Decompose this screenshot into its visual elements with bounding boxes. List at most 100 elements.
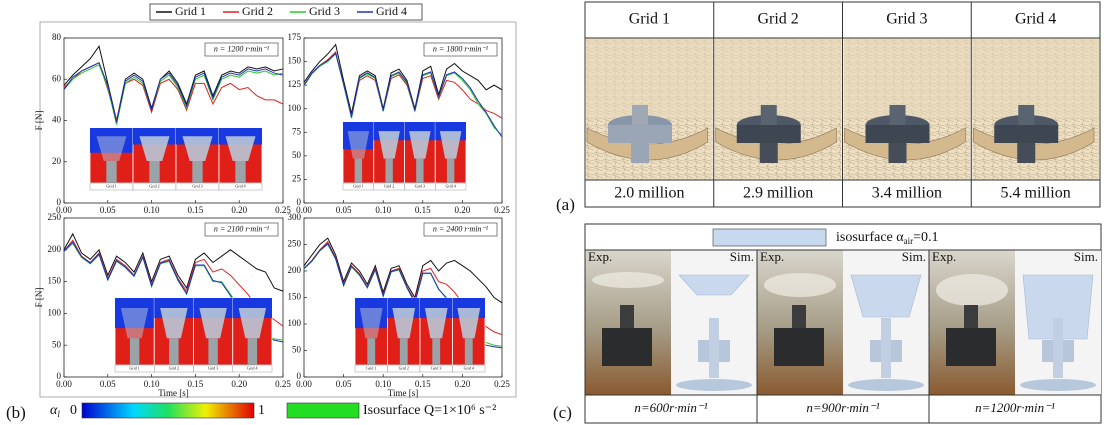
inset-shaft: [385, 159, 392, 183]
free-surface: [764, 273, 836, 297]
x-tick-label: 0.25: [494, 205, 510, 215]
inset-label: Grid 2: [149, 184, 159, 189]
y-tick-label: 150: [288, 292, 302, 302]
legend-prefix: isosurface α: [836, 230, 904, 245]
inset-shaft: [208, 338, 217, 365]
sim-shaft: [1053, 318, 1063, 378]
impeller-body: [608, 125, 672, 143]
inset-label: Grid 4: [247, 366, 257, 371]
y-tick-label: 25: [292, 173, 302, 183]
inset-label: Grid 3: [431, 366, 441, 371]
cell-count: 5.4 million: [1001, 185, 1071, 202]
panel-label: (a): [556, 195, 575, 214]
colorbar-subscript: l: [57, 409, 60, 419]
x-tick-label: 0.15: [188, 379, 204, 389]
exp-label: Exp.: [932, 249, 956, 264]
annotation: n = 1200 r·min⁻¹: [214, 44, 270, 53]
inset-shaft: [465, 338, 473, 365]
annotation: n = 1800 r·min⁻¹: [433, 44, 489, 53]
sim-floor: [1020, 379, 1096, 391]
shaft: [889, 143, 907, 163]
y-tick-label: 150: [48, 276, 62, 286]
inset-shaft: [235, 161, 245, 183]
y-tick-label: 300: [288, 212, 302, 222]
inset-label: Grid 3: [192, 184, 202, 189]
shaft: [631, 143, 649, 163]
x-tick-label: 0.20: [231, 205, 247, 215]
inset-label: Grid 1: [353, 184, 363, 189]
x-tick-label: 0.10: [144, 205, 160, 215]
isosurface-label: Isosurface Q=1×10⁶ s⁻²: [363, 403, 496, 418]
shaft: [1017, 143, 1035, 163]
y-tick-label: 125: [288, 79, 302, 89]
y-tick-label: 150: [288, 56, 302, 66]
inset-label: Grid 4: [235, 184, 245, 189]
inset-label: Grid 2: [384, 184, 394, 189]
y-tick-label: 50: [52, 339, 62, 349]
case-caption: n=600r·min⁻¹: [634, 400, 707, 415]
x-tick-label: 0.20: [455, 379, 471, 389]
panel-c: Exp.Sim.n=600r·min⁻¹Exp.Sim.n=900r·min⁻¹…: [585, 224, 1101, 423]
inset-shaft: [432, 338, 440, 365]
sim-shaft: [709, 318, 719, 378]
y-tick-label: 100: [288, 318, 302, 328]
colorbar-symbol: αl: [50, 403, 60, 419]
exp-label: Exp.: [760, 249, 784, 264]
y-tick-label: 100: [48, 307, 62, 317]
inset-shaft: [169, 338, 178, 365]
y-tick-label: 250: [48, 212, 62, 222]
column-title: Grid 3: [886, 11, 927, 28]
column-title: Grid 4: [1015, 11, 1056, 28]
y-tick-label: 50: [292, 150, 302, 160]
exp-shaft: [964, 305, 978, 328]
legend-suffix: =0.1: [913, 230, 938, 245]
inset-shaft: [400, 338, 408, 365]
wall: [586, 38, 713, 118]
hub: [761, 105, 777, 125]
y-tick-label: 175: [288, 32, 302, 42]
cell-count: 3.4 million: [872, 185, 942, 202]
annotation: n = 2400 r·min⁻¹: [433, 224, 489, 233]
legend-label: Grid 2: [242, 4, 273, 18]
x-tick-label: 0.05: [336, 205, 352, 215]
case-caption: n=900r·min⁻¹: [806, 400, 879, 415]
isosurface-swatch: [287, 403, 359, 418]
wall: [844, 38, 971, 118]
y-tick-label: 100: [288, 103, 302, 113]
exp-impeller: [602, 328, 652, 366]
cell-count: 2.9 million: [743, 185, 813, 202]
x-tick-label: 0.05: [100, 379, 116, 389]
impeller-body: [737, 125, 801, 143]
y-tick-label: 200: [288, 265, 302, 275]
inset-label: Grid 2: [399, 366, 409, 371]
inset-shaft: [106, 161, 116, 183]
legend-label: Grid 1: [175, 4, 206, 18]
sim-label: Sim.: [730, 249, 754, 264]
inset-shaft: [416, 159, 423, 183]
y-tick-label: 250: [288, 239, 302, 249]
exp-shaft: [792, 305, 806, 328]
legend-subscript: air: [904, 236, 914, 246]
wall: [972, 38, 1099, 118]
column-title: Grid 1: [629, 11, 670, 28]
y-tick-label: 20: [52, 156, 62, 166]
x-tick-label: 0.05: [100, 205, 116, 215]
free-surface: [592, 272, 664, 288]
x-tick-label: 0.25: [494, 379, 510, 389]
x-tick-label: 0.15: [415, 205, 431, 215]
legend-text: isosurface αair=0.1: [836, 230, 939, 246]
page: Grid 1Grid 2Grid 3Grid 4 (b) αl 0 1 Isos…: [0, 0, 1104, 425]
inset-label: Grid 2: [169, 366, 179, 371]
x-tick-label: 0.10: [375, 205, 391, 215]
sim-floor: [676, 379, 752, 391]
inset-shaft: [367, 338, 375, 365]
impeller-body: [866, 125, 930, 143]
figure: Grid 1Grid 2Grid 3Grid 4 (b) αl 0 1 Isos…: [0, 0, 1104, 425]
inset-shaft: [149, 161, 159, 183]
free-surface: [936, 274, 1008, 306]
legend-label: Grid 4: [376, 4, 407, 18]
inset-shaft: [192, 161, 202, 183]
hub: [1018, 105, 1034, 125]
shaft: [760, 143, 778, 163]
